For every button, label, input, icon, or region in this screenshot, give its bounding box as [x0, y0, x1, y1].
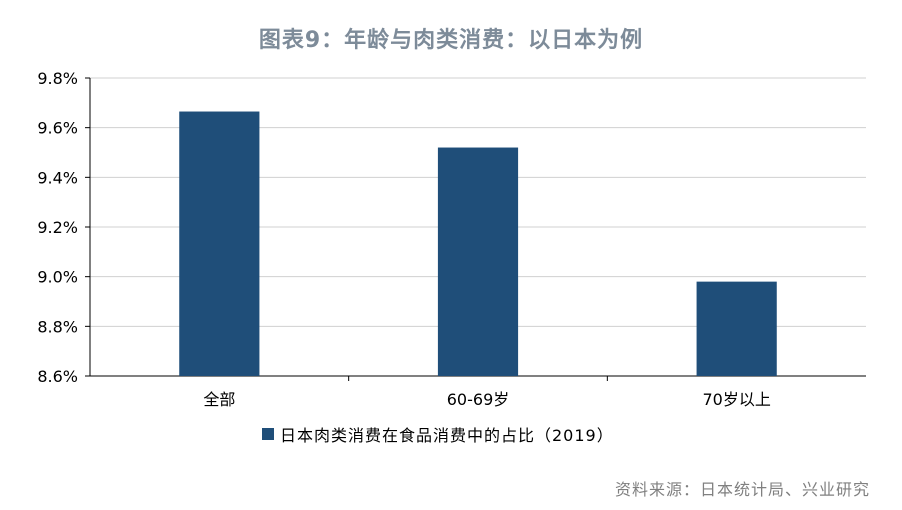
bar [179, 111, 260, 377]
category-label: 70岁以上 [702, 390, 770, 409]
y-tick-label: 9.0% [37, 268, 78, 287]
chart-title: 图表9：年龄与肉类消费：以日本为例 [258, 28, 644, 53]
bar [437, 147, 519, 376]
legend: 日本肉类消费在食品消费中的占比（2019） [262, 422, 614, 446]
y-tick-label: 9.2% [37, 218, 78, 237]
source-note: 资料来源：日本统计局、兴业研究 [614, 480, 870, 499]
y-tick-labels: 8.6% 8.8% 9.0% 9.2% 9.4% 9.6% 9.8% [37, 69, 78, 386]
y-tick-label: 8.8% [37, 317, 78, 336]
category-label: 60-69岁 [447, 390, 510, 409]
y-tick-label: 9.8% [37, 69, 78, 88]
bar [696, 281, 777, 376]
category-labels: 全部 60-69岁 70岁以上 [203, 390, 771, 409]
legend-swatch [262, 428, 274, 440]
y-tick-label: 9.6% [37, 119, 78, 138]
y-tick-label: 9.4% [37, 168, 78, 187]
legend-label: 日本肉类消费在食品消费中的占比（2019） [280, 426, 614, 445]
bars [179, 111, 777, 377]
y-tick-label: 8.6% [37, 367, 78, 386]
category-label: 全部 [203, 390, 235, 409]
